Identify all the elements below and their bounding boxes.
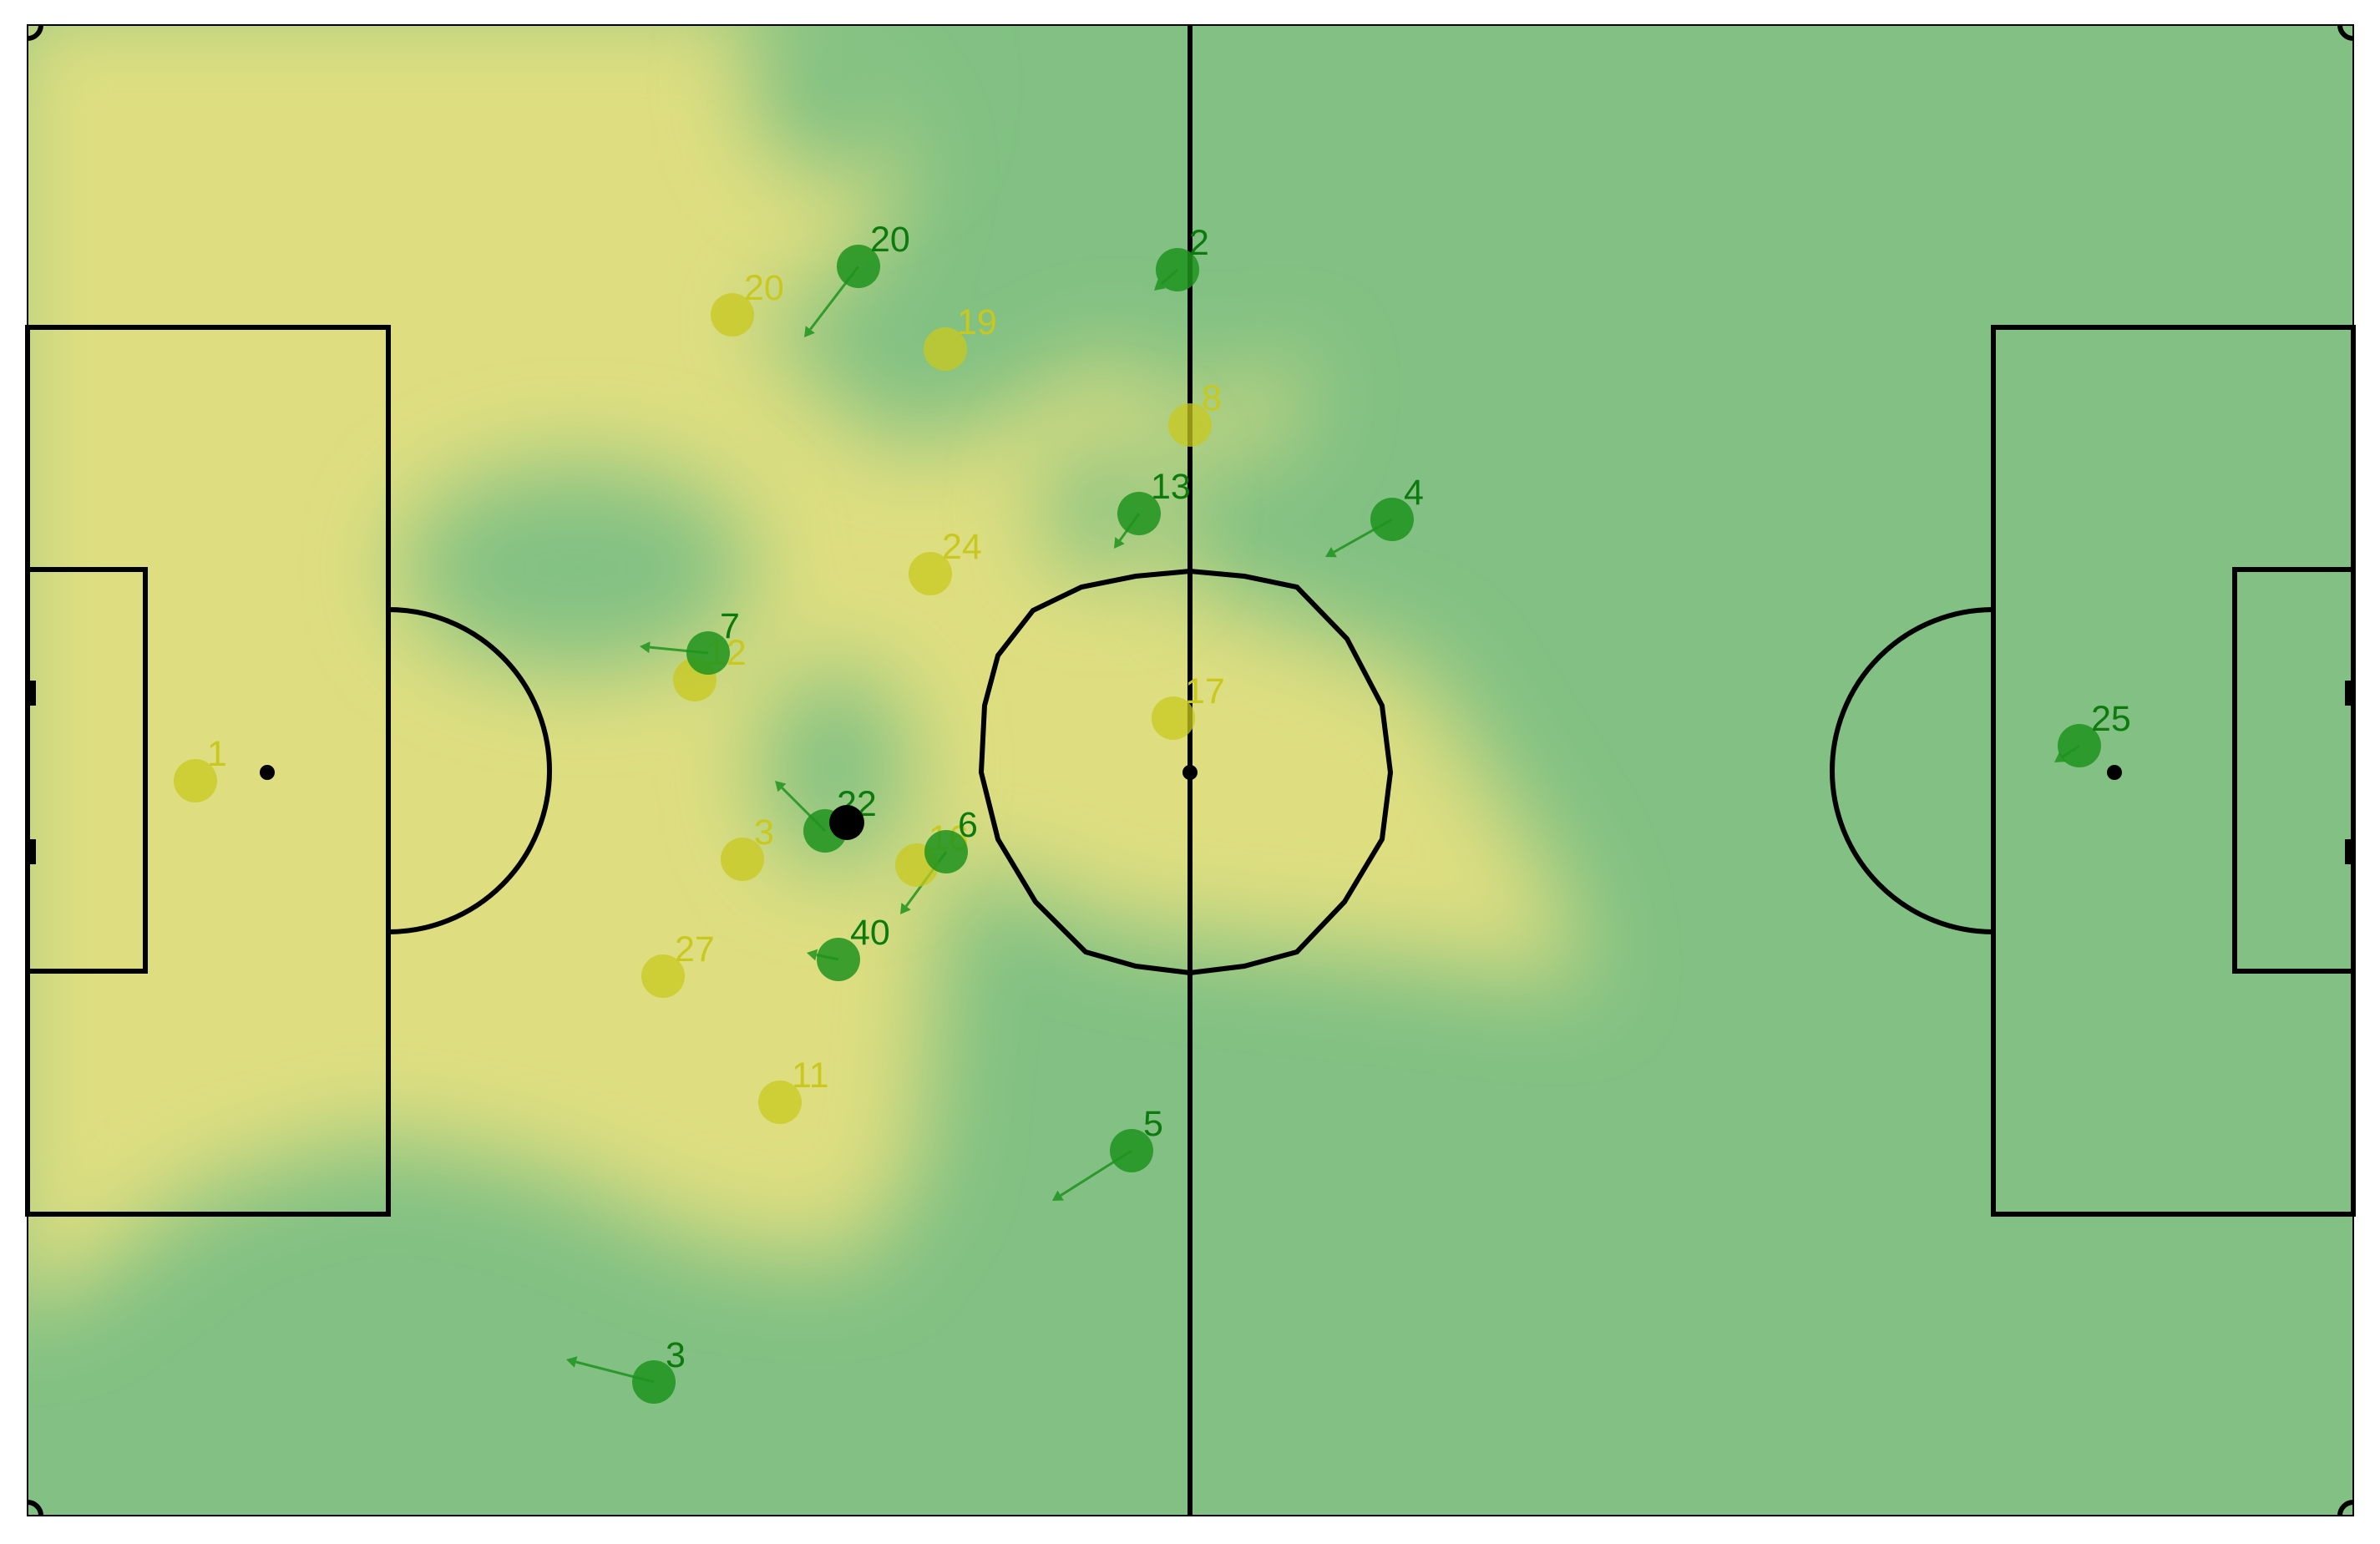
home-player-marker bbox=[711, 293, 754, 337]
left-goal-area bbox=[25, 567, 148, 974]
away-player-marker bbox=[837, 245, 880, 288]
velocity-arrow-head bbox=[900, 903, 911, 914]
right-penalty-spot bbox=[2107, 765, 2122, 780]
corner-arc-bottom-right bbox=[2337, 1500, 2354, 1516]
away-player-number: 13 bbox=[1151, 467, 1191, 507]
right-goalpost-bottom bbox=[2345, 839, 2353, 864]
velocity-arrow-head bbox=[1325, 547, 1337, 558]
home-player-number: 20 bbox=[744, 268, 784, 308]
velocity-arrow-head bbox=[804, 326, 815, 337]
away-control-pockets bbox=[401, 25, 1161, 868]
center-spot bbox=[1182, 765, 1198, 780]
home-player-marker bbox=[641, 954, 685, 998]
home-player-number: 17 bbox=[1185, 671, 1225, 711]
away-player-marker bbox=[1117, 492, 1161, 535]
home-player-number: 3 bbox=[754, 812, 774, 853]
away-player-marker bbox=[1110, 1129, 1153, 1172]
right-goal-area bbox=[2232, 567, 2356, 974]
home-player-number: 8 bbox=[1202, 378, 1222, 418]
left-goalpost-top bbox=[28, 681, 36, 706]
ball-layer bbox=[829, 805, 864, 840]
away-player-marker bbox=[1370, 498, 1414, 541]
corner-arc-top-left bbox=[27, 24, 43, 41]
away-player-marker bbox=[1156, 248, 1199, 291]
home-player-marker bbox=[924, 327, 967, 371]
home-player-marker bbox=[909, 552, 952, 595]
corner-arc-top-right bbox=[2337, 24, 2354, 41]
away-player-number: 2 bbox=[1189, 223, 1209, 263]
corner-arc-bottom-left bbox=[27, 1500, 43, 1516]
away-player-number: 40 bbox=[850, 913, 890, 953]
home-player-number: 1 bbox=[207, 734, 227, 774]
home-team-players: 1201982412173162711 bbox=[174, 268, 1225, 1124]
away-player-marker bbox=[924, 830, 968, 873]
velocity-arrow-head bbox=[640, 641, 651, 654]
left-goalpost-bottom bbox=[28, 839, 36, 864]
home-player-number: 11 bbox=[792, 1055, 829, 1096]
center-circle bbox=[978, 568, 1394, 976]
away-player-marker bbox=[817, 938, 860, 981]
away-player-marker bbox=[632, 1360, 676, 1404]
home-player-marker bbox=[721, 838, 764, 881]
home-player-marker bbox=[758, 1081, 802, 1124]
away-player-number: 5 bbox=[1143, 1104, 1163, 1144]
home-player-number: 27 bbox=[675, 929, 715, 969]
left-penalty-arc bbox=[387, 607, 552, 934]
away-player-number: 25 bbox=[2091, 699, 2131, 739]
pitch-spots bbox=[28, 681, 2353, 864]
away-player-marker bbox=[2058, 724, 2101, 767]
away-player-number: 6 bbox=[958, 805, 978, 845]
home-player-marker bbox=[174, 759, 217, 802]
velocity-arrow-head bbox=[775, 781, 787, 792]
home-player-marker bbox=[1152, 696, 1195, 740]
velocity-arrow-head bbox=[1052, 1190, 1064, 1201]
home-player-number: 19 bbox=[957, 302, 997, 342]
home-control-zones bbox=[28, 25, 1587, 1303]
away-player-number: 7 bbox=[720, 606, 740, 646]
ball-marker bbox=[829, 805, 864, 840]
right-penalty-arc bbox=[1830, 607, 1994, 934]
home-player-marker bbox=[1168, 403, 1212, 447]
velocity-arrow-head bbox=[807, 949, 818, 961]
home-player-number: 24 bbox=[942, 527, 982, 567]
velocity-arrow-head bbox=[1154, 279, 1166, 291]
right-goalpost-top bbox=[2345, 681, 2353, 706]
control-surface bbox=[28, 25, 2353, 1516]
away-player-number: 4 bbox=[1404, 473, 1424, 513]
away-player-number: 3 bbox=[666, 1335, 686, 1375]
velocity-arrow-head bbox=[1114, 537, 1125, 549]
away-player-marker bbox=[686, 631, 730, 675]
velocity-arrow-head bbox=[566, 1356, 578, 1368]
away-player-number: 20 bbox=[870, 220, 910, 260]
left-penalty-spot bbox=[260, 765, 275, 780]
